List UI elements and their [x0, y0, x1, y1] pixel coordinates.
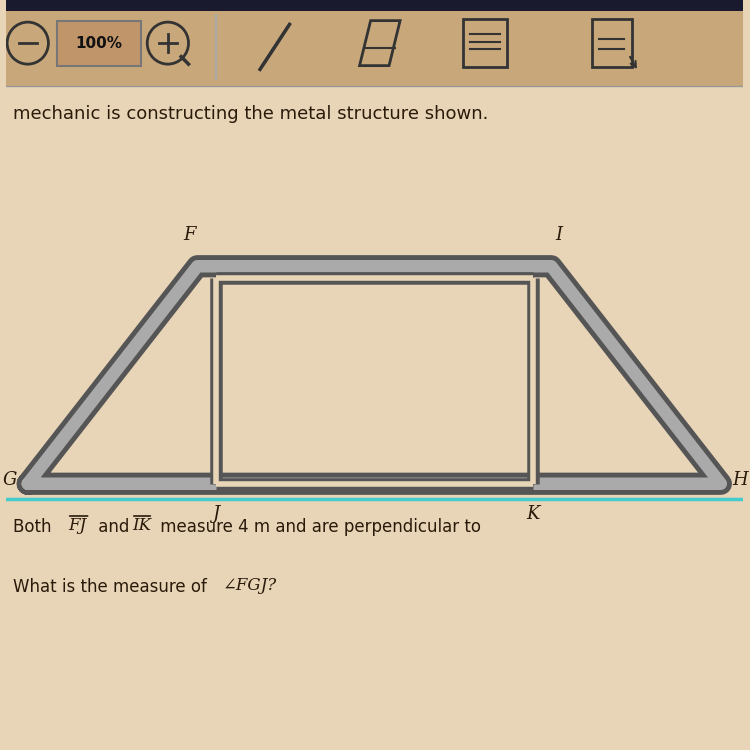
Text: G: G [2, 471, 16, 489]
Text: H: H [732, 471, 748, 489]
Text: 100%: 100% [76, 35, 123, 51]
FancyBboxPatch shape [6, 0, 743, 11]
Text: J: J [212, 505, 220, 523]
Text: ∠FGJ?: ∠FGJ? [224, 578, 278, 595]
FancyBboxPatch shape [6, 0, 743, 86]
Text: IK: IK [133, 518, 152, 535]
Text: mechanic is constructing the metal structure shown.: mechanic is constructing the metal struc… [13, 105, 488, 123]
Text: and: and [93, 518, 134, 536]
Text: FJ: FJ [68, 518, 86, 535]
Text: I: I [555, 226, 562, 244]
Text: Both: Both [13, 518, 57, 536]
FancyBboxPatch shape [57, 22, 141, 66]
Text: What is the measure of: What is the measure of [13, 578, 212, 596]
Text: K: K [526, 505, 539, 523]
Text: measure 4 m and are perpendicular to: measure 4 m and are perpendicular to [154, 518, 481, 536]
Text: F: F [184, 226, 196, 244]
